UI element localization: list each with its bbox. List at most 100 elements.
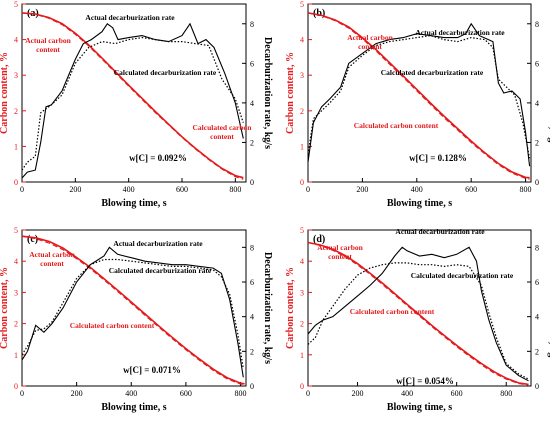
y-left-tick-label: 0	[14, 178, 18, 187]
annotation-label: Calculated carbon content	[70, 321, 155, 330]
panel-label: (c)	[27, 234, 38, 245]
series-line	[21, 22, 244, 179]
y-left-tick-label: 1	[14, 351, 18, 360]
y-right-tick-label: 2	[250, 347, 254, 356]
series-line	[21, 12, 244, 179]
series-line	[307, 12, 530, 180]
annotation-line: content	[358, 42, 382, 51]
series-line	[307, 262, 529, 380]
y-left-tick-label: 0	[14, 382, 18, 391]
y-left-axis-label: Carbon content, %	[0, 267, 10, 349]
y-left-tick-label: 4	[14, 257, 18, 266]
annotation-label: Calculated decarburization rate	[411, 271, 514, 280]
x-tick-label: 800	[500, 389, 512, 398]
y-right-tick-label: 2	[535, 138, 539, 147]
annotation-line: Actual carbon	[29, 250, 75, 259]
x-tick-label: 400	[411, 185, 423, 194]
y-right-tick-label: 8	[250, 243, 254, 252]
annotation-label: Actual carbon content	[29, 250, 75, 268]
x-tick-label: 400	[123, 185, 135, 194]
y-right-tick-label: 4	[535, 99, 539, 108]
annotation-label: Actual decarburization rate	[113, 239, 203, 248]
y-right-tick-label: 0	[535, 382, 539, 391]
annotation-line: Calculated carbon	[193, 123, 253, 132]
panel-label: (d)	[313, 234, 325, 245]
x-tick-label: 400	[401, 389, 413, 398]
series-line	[21, 235, 245, 385]
x-tick-label: 0	[20, 389, 24, 398]
x-tick-label: 800	[229, 185, 241, 194]
series-line	[21, 246, 244, 378]
annotation-label: Actual decarburization rate	[85, 13, 175, 22]
y-right-axis-label: Decarburization rate, kg/s	[262, 252, 273, 364]
y-left-axis-label: Carbon content, %	[0, 52, 10, 134]
y-left-tick-label: 2	[14, 320, 18, 329]
panel-label: (b)	[313, 8, 325, 19]
series-line	[307, 22, 531, 167]
x-tick-label: 800	[235, 389, 247, 398]
x-axis-label: Blowing time, s	[387, 402, 452, 413]
x-tick-label: 200	[352, 389, 364, 398]
y-right-tick-label: 0	[535, 178, 539, 187]
y-right-tick-label: 0	[250, 178, 254, 187]
y-right-tick-label: 6	[250, 59, 254, 68]
x-tick-label: 600	[451, 389, 463, 398]
x-tick-label: 200	[69, 185, 81, 194]
series-line	[307, 241, 529, 386]
x-axis-label: Blowing time, s	[101, 402, 166, 413]
x-tick-label: 600	[180, 389, 192, 398]
y-right-tick-label: 6	[250, 278, 254, 287]
y-left-tick-label: 2	[14, 107, 18, 116]
stat-label: w[C] = 0.092%	[129, 153, 187, 163]
y-left-axis-label: Carbon content, %	[285, 267, 296, 349]
plot-frame	[307, 229, 532, 387]
annotation-label: Calculated decarburization rate	[114, 68, 217, 77]
stat-label: w[C] = 0.071%	[123, 365, 181, 375]
annotation-label: Actual carbon content	[317, 243, 363, 261]
y-left-tick-label: 4	[300, 257, 304, 266]
plot-frame	[21, 229, 247, 387]
series-line	[307, 241, 529, 386]
x-tick-label: 0	[20, 185, 24, 194]
y-right-tick-label: 6	[535, 278, 539, 287]
y-left-tick-label: 1	[14, 142, 18, 151]
y-left-tick-label: 5	[14, 0, 18, 9]
annotation-label: Actual carbon content	[347, 33, 393, 51]
y-right-tick-label: 2	[535, 347, 539, 356]
y-right-tick-label: 0	[250, 382, 254, 391]
x-tick-label: 600	[176, 185, 188, 194]
annotation-line: Actual carbon	[25, 36, 71, 45]
y-left-tick-label: 3	[300, 71, 304, 80]
y-left-tick-label: 5	[300, 0, 304, 9]
annotation-label: Calculated carbon content	[354, 121, 439, 130]
x-tick-label: 200	[71, 389, 83, 398]
annotation-label: Actual decarburization rate	[415, 28, 505, 37]
stat-label: w[C] = 0.128%	[409, 153, 467, 163]
x-axis-label: Blowing time, s	[101, 198, 166, 209]
y-left-tick-label: 4	[300, 36, 304, 45]
y-right-axis-label: Decarburization rate, kg/s	[262, 37, 273, 149]
y-right-tick-label: 4	[250, 99, 254, 108]
series-line	[307, 246, 529, 382]
annotation-line: Actual carbon	[317, 243, 363, 252]
y-right-tick-label: 4	[250, 313, 254, 322]
series-line	[21, 235, 245, 386]
y-right-tick-label: 8	[535, 243, 539, 252]
y-left-tick-label: 3	[14, 71, 18, 80]
annotation-line: content	[210, 132, 234, 141]
y-right-tick-label: 2	[250, 138, 254, 147]
y-right-tick-label: 8	[535, 20, 539, 29]
series-line	[21, 36, 244, 171]
y-right-tick-label: 4	[535, 313, 539, 322]
y-left-tick-label: 5	[300, 226, 304, 235]
y-right-tick-label: 8	[250, 20, 254, 29]
x-tick-label: 200	[356, 185, 368, 194]
y-left-tick-label: 1	[300, 142, 304, 151]
x-tick-label: 400	[125, 389, 137, 398]
y-left-tick-label: 0	[300, 382, 304, 391]
y-left-tick-label: 5	[14, 226, 18, 235]
